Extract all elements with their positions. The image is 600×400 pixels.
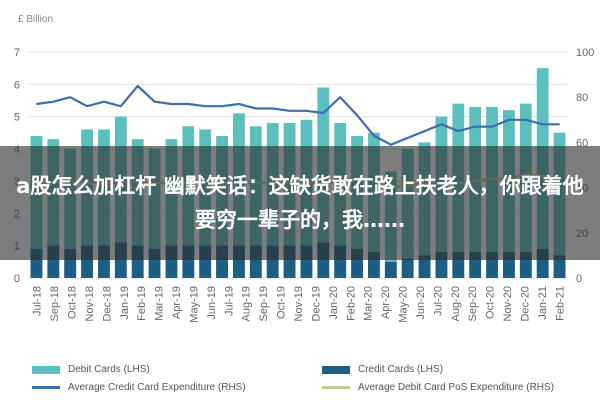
bar-credit-cards <box>536 248 549 278</box>
legend-line-avg-credit <box>32 386 60 389</box>
bar-credit-cards <box>165 245 178 278</box>
x-tick-label: Nov-19 <box>293 286 305 321</box>
left-tick-label: 0 <box>14 273 20 285</box>
bar-credit-cards <box>148 248 161 278</box>
x-tick-label: Jan-19 <box>119 286 131 320</box>
bar-credit-cards <box>47 245 60 278</box>
bar-credit-cards <box>317 242 330 278</box>
bar-credit-cards <box>233 245 245 278</box>
x-tick-label: Dec-19 <box>310 286 322 321</box>
legend-label-avg-credit: Average Credit Card Expenditure (RHS) <box>68 382 246 393</box>
bar-credit-cards <box>351 248 363 278</box>
right-tick-label: 80 <box>576 92 588 104</box>
x-tick-label: Oct-20 <box>485 286 497 319</box>
x-tick-label: May-20 <box>398 286 410 323</box>
x-tick-label: Apr-19 <box>171 286 183 319</box>
legend-label-debit-cards: Debit Cards (LHS) <box>68 364 150 375</box>
x-tick-label: Jun-19 <box>206 286 218 320</box>
right-tick-label: 0 <box>576 273 582 285</box>
x-tick-label: Jul-20 <box>432 286 444 316</box>
bar-credit-cards <box>418 255 431 278</box>
left-axis-unit: £ Billion <box>18 14 53 25</box>
x-tick-label: Oct-18 <box>67 286 79 319</box>
line-avg-credit-expenditure <box>36 84 560 146</box>
x-tick-label: Jul-19 <box>223 286 235 316</box>
bar-credit-cards <box>435 252 448 278</box>
bar-credit-cards <box>469 252 482 278</box>
bar-credit-cards <box>30 248 43 278</box>
bar-credit-cards <box>486 252 498 278</box>
left-tick-label: 7 <box>14 47 20 59</box>
bar-credit-cards <box>553 255 566 278</box>
x-tick-label: Sep-20 <box>467 286 479 321</box>
x-tick-label: May-19 <box>189 286 201 323</box>
bar-credit-cards <box>334 245 347 278</box>
x-tick-label: Feb-20 <box>345 286 357 321</box>
bar-credit-cards <box>368 252 380 278</box>
x-tick-label: Mar-20 <box>363 286 375 321</box>
bar-credit-cards <box>266 245 279 278</box>
left-tick-label: 6 <box>14 79 20 91</box>
x-tick-label: Nov-20 <box>502 286 514 321</box>
x-tick-label: Dec-18 <box>101 286 113 321</box>
legend-label-avg-debit: Average Debit Card PoS Expenditure (RHS) <box>358 382 555 393</box>
bar-credit-cards <box>199 245 212 278</box>
bar-credit-cards <box>384 261 397 278</box>
legend-line-avg-debit <box>322 386 350 389</box>
bar-credit-cards <box>216 245 228 278</box>
x-tick-label: Jan-21 <box>537 286 549 320</box>
bar-credit-cards <box>182 245 195 278</box>
overlay-headline: a股怎么加杠杆 幽默笑话：这缺货敢在路上扶老人，你跟着他要穷一辈子的，我…… <box>16 174 584 232</box>
bar-credit-cards <box>283 245 296 278</box>
bar-credit-cards <box>81 245 93 278</box>
x-axis-ticks: Jul-18 Sep-18 Oct-18 Nov-18 Dec-18 Jan-19 Feb-… <box>32 286 567 323</box>
bar-credit-cards <box>519 252 532 278</box>
bar-credit-cards <box>401 258 414 278</box>
bar-credit-cards <box>249 245 262 278</box>
x-tick-label: Aug-20 <box>450 286 462 321</box>
x-tick-label: Sep-19 <box>258 286 270 321</box>
legend-item-avg-credit: Average Credit Card Expenditure (RHS) <box>32 382 246 393</box>
legend-swatch-credit-cards <box>322 365 350 374</box>
x-tick-label: Dec-20 <box>520 286 532 321</box>
text-overlay-banner: a股怎么加杠杆 幽默笑话：这缺货敢在路上扶老人，你跟着他要穷一辈子的，我…… <box>0 146 600 260</box>
legend-item-debit-cards: Debit Cards (LHS) <box>32 364 150 375</box>
x-tick-label: Feb-19 <box>136 286 148 321</box>
bar-credit-cards <box>114 242 127 278</box>
x-tick-label: Mar-19 <box>154 286 166 321</box>
bar-credit-cards <box>300 245 313 278</box>
x-tick-label: Jun-20 <box>415 286 427 320</box>
bar-credit-cards <box>131 245 144 278</box>
chart-legend: Debit Cards (LHS) Credit Cards (LHS) Ave… <box>0 356 600 400</box>
bar-credit-cards <box>452 252 465 278</box>
x-tick-label: Jan-20 <box>328 286 340 320</box>
bar-credit-cards <box>98 245 110 278</box>
x-tick-label: Sep-18 <box>49 286 61 321</box>
x-tick-label: Nov-18 <box>84 286 96 321</box>
x-tick-label: Oct-19 <box>276 286 288 319</box>
x-tick-label: Feb-21 <box>554 286 566 321</box>
bar-credit-cards <box>64 248 77 278</box>
legend-item-credit-cards: Credit Cards (LHS) <box>322 364 443 375</box>
left-tick-label: 5 <box>14 112 20 124</box>
bar-credit-cards <box>503 252 515 278</box>
x-tick-label: Apr-20 <box>380 286 392 319</box>
right-tick-label: 100 <box>576 47 594 59</box>
legend-item-avg-debit: Average Debit Card PoS Expenditure (RHS) <box>322 382 554 393</box>
x-tick-label: Aug-19 <box>241 286 253 321</box>
x-tick-label: Jul-18 <box>32 286 44 316</box>
legend-swatch-debit-cards <box>32 365 60 374</box>
legend-label-credit-cards: Credit Cards (LHS) <box>358 364 444 375</box>
